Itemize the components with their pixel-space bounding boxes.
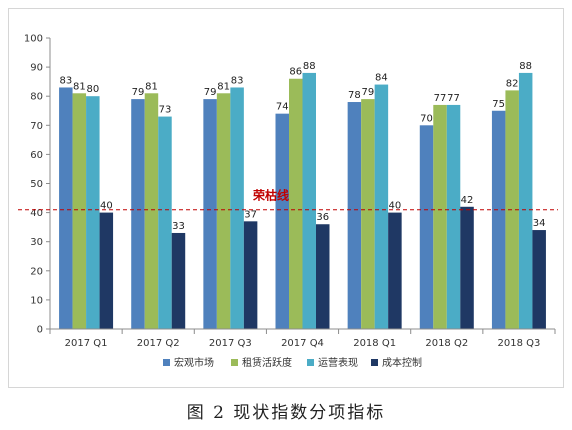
bar	[505, 90, 519, 329]
data-label: 78	[348, 90, 361, 101]
data-label: 77	[434, 93, 447, 104]
bar	[99, 212, 114, 329]
data-label: 83	[231, 75, 244, 86]
bar	[347, 102, 362, 330]
bars: 83 79 79 74 78 70 75 81 81 81 86 79 77 82 80 73 83 88 84 77…	[59, 61, 546, 330]
data-label: 74	[276, 102, 289, 113]
data-label: 79	[362, 87, 375, 98]
x-tick-label: 2017 Q2	[137, 338, 180, 349]
legend: 宏观市场 租赁活跃度 运营表现 成本控制	[163, 356, 422, 369]
bar	[275, 113, 289, 329]
bar	[433, 104, 447, 330]
data-label: 88	[519, 61, 532, 72]
data-label: 84	[375, 73, 388, 84]
data-label: 42	[461, 195, 474, 206]
x-tick-label: 2018 Q3	[497, 338, 540, 349]
y-tick-label: 0	[37, 325, 43, 336]
legend-label: 宏观市场	[174, 356, 214, 369]
bar	[243, 221, 258, 329]
data-label: 81	[73, 81, 86, 92]
x-tick-label: 2018 Q2	[425, 338, 468, 349]
data-label: 40	[100, 201, 113, 212]
data-label: 82	[506, 78, 519, 89]
data-label: 79	[132, 87, 145, 98]
bar	[491, 110, 506, 329]
legend-swatch	[163, 359, 170, 366]
bar	[158, 116, 172, 329]
x-tick-label: 2017 Q3	[209, 338, 252, 349]
y-tick-label: 80	[30, 92, 43, 103]
x-tick-label: 2017 Q1	[65, 338, 108, 349]
y-axis: 0 10 20 30 40 50 60 70 80 90 100	[24, 34, 51, 336]
y-tick-label: 90	[30, 63, 43, 74]
data-label: 81	[217, 81, 230, 92]
data-label: 37	[244, 209, 257, 220]
y-tick-label: 30	[30, 237, 43, 248]
bar	[203, 99, 217, 329]
legend-swatch	[371, 359, 378, 366]
data-label: 34	[533, 218, 546, 229]
data-label: 73	[159, 105, 172, 116]
x-axis: 2017 Q1 2017 Q2 2017 Q3 2017 Q4 2018 Q1 2018 …	[49, 328, 556, 349]
bar	[316, 224, 330, 329]
data-label: 75	[492, 99, 505, 110]
bar	[59, 87, 73, 329]
bar	[446, 104, 461, 330]
bar	[419, 125, 434, 329]
legend-label: 租赁活跃度	[242, 356, 292, 369]
bar	[86, 96, 100, 329]
bar	[171, 232, 186, 329]
x-tick-label: 2017 Q4	[281, 338, 324, 349]
bar	[460, 206, 474, 329]
legend-swatch	[231, 359, 238, 366]
y-tick-label: 40	[30, 208, 43, 219]
data-label: 70	[420, 113, 433, 124]
bar	[518, 72, 533, 330]
data-label: 81	[145, 81, 158, 92]
bar	[72, 93, 87, 329]
legend-label: 运营表现	[318, 356, 358, 369]
legend-swatch	[307, 359, 314, 366]
bar	[302, 72, 316, 330]
bar	[144, 93, 159, 329]
legend-label: 成本控制	[382, 356, 422, 369]
reference-line-label: 荣枯线	[252, 188, 289, 203]
bar	[289, 78, 303, 330]
y-tick-label: 70	[30, 121, 43, 132]
data-label: 33	[172, 221, 185, 232]
y-tick-label: 10	[30, 295, 43, 306]
y-tick-label: 50	[30, 179, 43, 190]
bar	[216, 93, 231, 329]
figure-caption: 图 2 现状指数分项指标	[186, 403, 386, 423]
bar	[361, 99, 375, 329]
y-tick-label: 100	[24, 34, 43, 45]
chart-frame	[8, 8, 564, 388]
data-label: 79	[204, 87, 217, 98]
bar	[388, 212, 402, 329]
data-label: 40	[389, 201, 402, 212]
x-tick-label: 2018 Q1	[353, 338, 396, 349]
reference-line-group: 荣枯线	[18, 188, 558, 211]
y-tick-label: 60	[30, 150, 43, 161]
bar	[374, 84, 389, 329]
data-label: 83	[59, 75, 72, 86]
y-tick-label: 20	[30, 266, 43, 277]
data-label: 77	[447, 93, 460, 104]
data-label: 86	[289, 67, 302, 78]
bar	[230, 87, 244, 329]
bar	[532, 230, 546, 329]
data-label: 36	[316, 212, 329, 223]
data-label: 80	[86, 84, 99, 95]
bar	[131, 99, 145, 329]
data-label: 88	[303, 61, 316, 72]
